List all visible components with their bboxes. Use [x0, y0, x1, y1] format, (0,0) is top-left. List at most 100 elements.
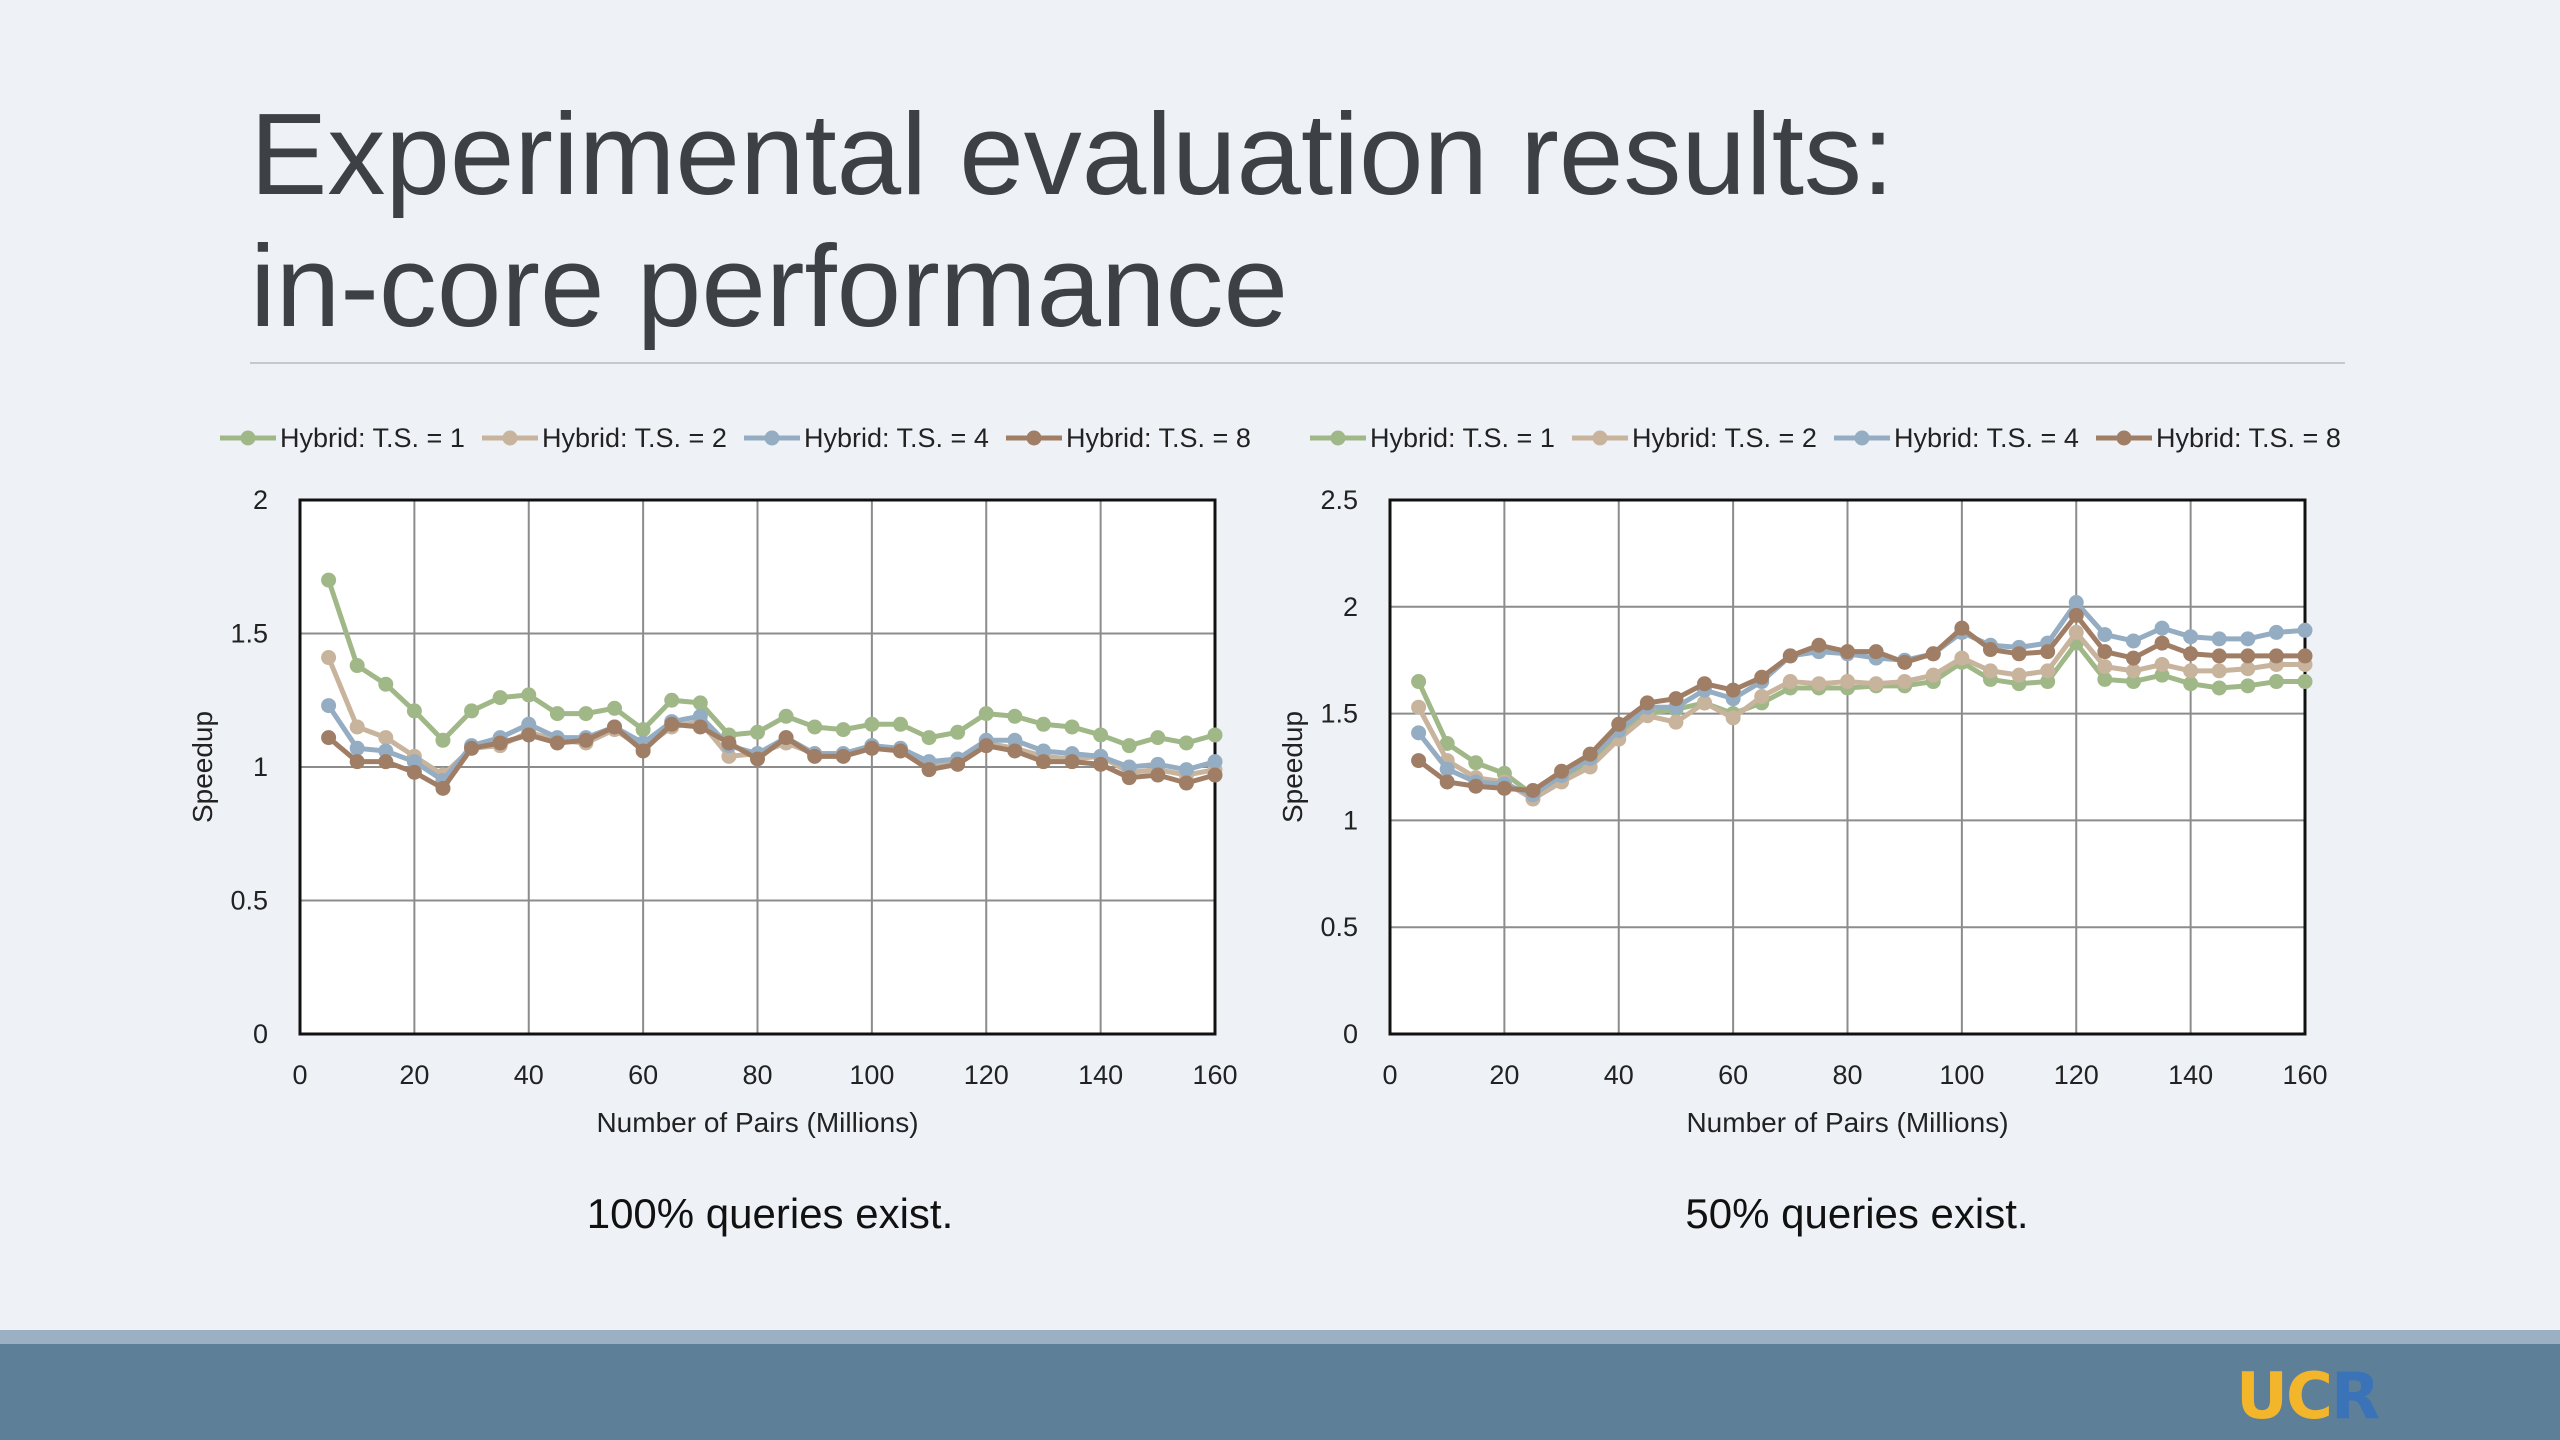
y-tick-label: 2 — [1343, 592, 1358, 622]
x-tick-label: 0 — [292, 1060, 307, 1090]
data-point — [1121, 759, 1137, 775]
data-point — [1150, 730, 1166, 746]
legend-item-4: Hybrid: T.S. = 8 — [1006, 423, 1251, 453]
data-point — [2040, 644, 2056, 660]
data-point — [321, 730, 337, 746]
x-tick-label: 160 — [2282, 1060, 2327, 1090]
data-point — [1811, 676, 1827, 692]
data-point — [1007, 743, 1023, 759]
data-point — [635, 743, 651, 759]
y-tick-label: 0.5 — [1320, 912, 1358, 942]
data-point — [349, 754, 365, 770]
data-point — [2211, 648, 2227, 664]
y-tick-label: 2.5 — [1320, 485, 1358, 515]
data-point — [2240, 678, 2256, 694]
data-point — [692, 708, 708, 724]
data-point — [2154, 656, 2170, 672]
y-tick-label: 1 — [1343, 805, 1358, 835]
x-tick-label: 60 — [628, 1060, 658, 1090]
data-point — [1982, 642, 1998, 658]
data-point — [807, 719, 823, 735]
data-point — [378, 730, 394, 746]
data-point — [750, 724, 765, 740]
legend-item-3: Hybrid: T.S. = 4 — [1834, 423, 2079, 453]
data-point — [1611, 716, 1627, 732]
data-point — [1897, 674, 1913, 690]
data-point — [2040, 674, 2056, 690]
x-tick-label: 40 — [1604, 1060, 1634, 1090]
data-point — [750, 751, 765, 767]
caption-right: 50% queries exist. — [1685, 1190, 2029, 1237]
title-divider — [250, 362, 2345, 364]
data-point — [864, 740, 880, 756]
legend-marker — [1854, 430, 1870, 446]
data-point — [2097, 644, 2113, 660]
data-point — [492, 735, 508, 751]
data-point — [1639, 695, 1655, 711]
legend-marker — [764, 430, 780, 446]
data-point — [1925, 667, 1941, 683]
data-point — [349, 740, 365, 756]
data-point — [978, 706, 994, 722]
data-point — [1496, 780, 1512, 796]
legend-marker — [502, 430, 518, 446]
data-point — [321, 650, 337, 666]
data-point — [2154, 667, 2170, 683]
data-point — [1868, 644, 1884, 660]
data-point — [2154, 620, 2170, 636]
x-tick-label: 20 — [1489, 1060, 1519, 1090]
legend-item-3: Hybrid: T.S. = 4 — [744, 423, 989, 453]
legend-item-1: Hybrid: T.S. = 1 — [1310, 423, 1555, 453]
data-point — [892, 716, 908, 732]
data-point — [950, 724, 966, 740]
data-point — [1697, 695, 1713, 711]
data-point — [1411, 674, 1427, 690]
data-point — [835, 722, 851, 738]
data-point — [378, 676, 394, 692]
data-point — [1150, 767, 1166, 783]
data-point — [492, 690, 508, 706]
data-point — [1954, 650, 1970, 666]
logo-uc: UC — [2236, 1360, 2333, 1434]
legend-label: Hybrid: T.S. = 4 — [1894, 423, 2079, 453]
data-point — [721, 735, 737, 751]
slide-title-line-2: in-core performance — [250, 221, 1288, 351]
data-point — [1093, 727, 1109, 743]
data-point — [664, 716, 680, 732]
data-point — [406, 754, 422, 770]
data-point — [1439, 761, 1455, 777]
data-point — [1178, 735, 1194, 751]
legend-marker — [2116, 430, 2132, 446]
x-axis-label: Number of Pairs (Millions) — [1686, 1107, 2008, 1138]
data-point — [921, 762, 937, 778]
data-point — [2068, 595, 2084, 611]
data-point — [2040, 663, 2056, 679]
data-point — [2240, 631, 2256, 647]
data-point — [1035, 754, 1051, 770]
data-point — [2211, 631, 2227, 647]
y-tick-label: 0.5 — [230, 886, 268, 916]
data-point — [1668, 714, 1684, 730]
data-point — [321, 698, 337, 714]
data-point — [978, 738, 994, 754]
data-point — [2183, 663, 2199, 679]
data-point — [692, 695, 708, 711]
data-point — [2297, 674, 2313, 690]
data-point — [1754, 669, 1770, 685]
data-point — [2183, 646, 2199, 662]
legend-label: Hybrid: T.S. = 4 — [804, 423, 989, 453]
data-point — [2268, 648, 2284, 664]
legend-item-4: Hybrid: T.S. = 8 — [2096, 423, 2341, 453]
data-point — [1121, 738, 1137, 754]
x-tick-label: 20 — [399, 1060, 429, 1090]
x-axis-label: Number of Pairs (Millions) — [596, 1107, 918, 1138]
data-point — [1582, 746, 1598, 762]
data-point — [578, 706, 594, 722]
data-point — [406, 703, 422, 719]
data-point — [2268, 674, 2284, 690]
data-point — [464, 703, 480, 719]
legend-marker — [1592, 430, 1608, 446]
legend-marker — [1330, 430, 1346, 446]
logo-r: R — [2330, 1360, 2380, 1434]
data-point — [2125, 650, 2141, 666]
